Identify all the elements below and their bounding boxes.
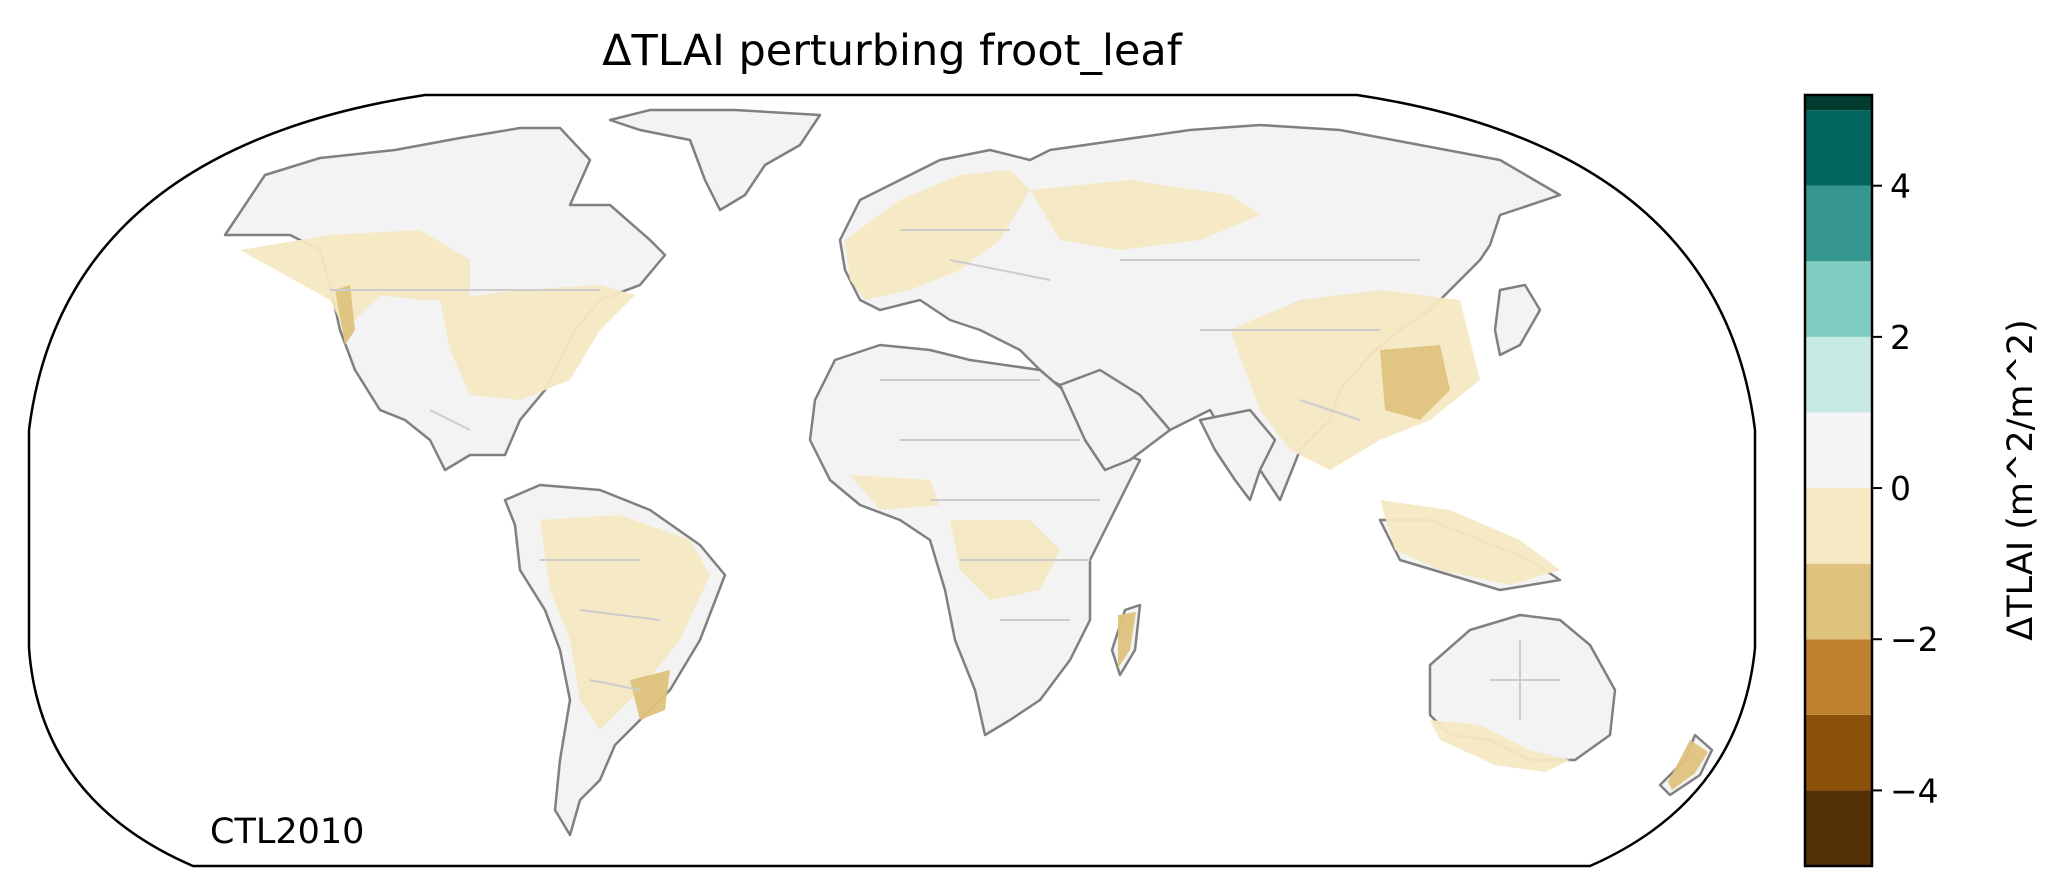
patch-madagascar bbox=[1118, 612, 1136, 668]
colorbar-bin-10 bbox=[1805, 95, 1872, 111]
delta-tlai-patches bbox=[240, 170, 1708, 790]
colorbar-bin-4 bbox=[1805, 488, 1872, 564]
colorbar-tick-label: 2 bbox=[1890, 318, 1911, 357]
scenario-label: CTL2010 bbox=[210, 812, 364, 852]
map-title: ΔTLAI perturbing froot_leaf bbox=[602, 26, 1183, 76]
colorbar-bin-1 bbox=[1805, 714, 1872, 791]
japan bbox=[1493, 283, 1542, 357]
india bbox=[1198, 408, 1277, 502]
colorbar-frame bbox=[1803, 93, 1874, 868]
patch-china bbox=[1230, 290, 1480, 470]
patch-australia bbox=[1430, 720, 1570, 772]
colorbar-bin-3 bbox=[1805, 563, 1872, 640]
map-content bbox=[223, 108, 1714, 837]
map-panel: CTL2010 bbox=[27, 93, 1757, 868]
colorbar-bin-2 bbox=[1805, 639, 1872, 715]
patch-na-westcoast bbox=[335, 285, 355, 345]
patch-russia bbox=[1030, 180, 1260, 250]
colorbar-bin-6 bbox=[1805, 336, 1872, 413]
colorbar-bin-5 bbox=[1805, 412, 1872, 489]
patch-samerica bbox=[540, 515, 710, 730]
country-borders bbox=[330, 229, 1560, 720]
colorbar-tick-label: −4 bbox=[1890, 771, 1939, 810]
colorbar-tick-label: 0 bbox=[1890, 469, 1911, 508]
patch-africa-west bbox=[850, 475, 940, 510]
arabia bbox=[1058, 368, 1172, 472]
colorbar-bin-9 bbox=[1805, 110, 1872, 186]
colorbar-bin-8 bbox=[1805, 185, 1872, 262]
patch-na-west bbox=[240, 230, 470, 330]
greenland bbox=[608, 108, 822, 212]
colorbar-bins bbox=[1805, 95, 1872, 866]
map-boundary bbox=[27, 93, 1757, 868]
patch-seasia bbox=[1380, 500, 1560, 585]
colorbar-bin-0 bbox=[1805, 790, 1872, 866]
patch-europe bbox=[845, 170, 1030, 300]
patch-china-dark bbox=[1380, 345, 1450, 420]
colorbar-label: ΔTLAI (m^2/m^2) bbox=[2001, 319, 2041, 641]
colorbar-tick-label: 4 bbox=[1890, 167, 1911, 206]
patch-nz bbox=[1668, 740, 1708, 790]
patch-samerica-dark bbox=[630, 670, 670, 720]
colorbar-bin-7 bbox=[1805, 261, 1872, 337]
colorbar-ticks: −4 −2 0 2 4 bbox=[1872, 167, 1939, 810]
patch-na-east bbox=[440, 285, 635, 400]
colorbar-tick-label: −2 bbox=[1890, 620, 1939, 659]
colorbar: −4 −2 0 2 4 ΔTLAI (m^2/m^2) bbox=[1803, 93, 2041, 868]
